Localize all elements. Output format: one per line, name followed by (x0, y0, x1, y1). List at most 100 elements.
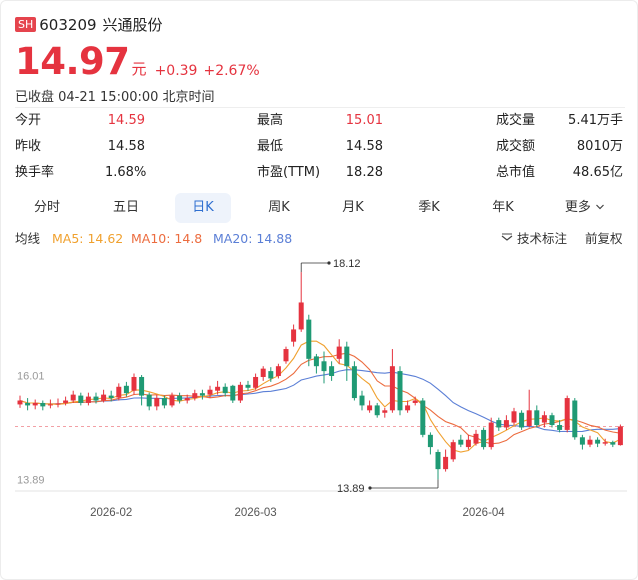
candle-body (222, 386, 228, 394)
candle (123, 381, 129, 397)
candle (275, 363, 281, 379)
stat-value: 1.68% (105, 165, 147, 180)
candle-body (78, 395, 84, 403)
stat-value: 18.28 (345, 165, 383, 180)
candlestick-chart[interactable]: 16.01 13.89 18.12 13.89 2026-02 2026-03 2026-0… (1, 251, 638, 531)
candle-body (230, 385, 236, 401)
candle (389, 349, 395, 413)
stock-name: 兴通股份 (102, 16, 163, 34)
current-price: 14.97 (15, 40, 130, 83)
stats-row: 今开 14.59 最高 15.01 成交量 5.41万手 (15, 111, 627, 137)
candle (329, 361, 335, 381)
candle-body (199, 393, 205, 396)
tab-daily-k[interactable]: 日K (175, 193, 231, 223)
tab-more-label: 更多 (564, 200, 591, 215)
stat-value: 5.41万手 (568, 113, 623, 128)
stat-label: 今开 (15, 113, 42, 128)
tab-weekly-k[interactable]: 周K (268, 200, 290, 215)
adjust-button[interactable]: 前复权 (585, 231, 623, 246)
candle-body (481, 429, 487, 448)
candle-body (70, 394, 76, 401)
max-pointer-dot (327, 261, 331, 265)
candle (321, 351, 327, 384)
candle (161, 395, 167, 409)
candle-body (465, 439, 471, 448)
candle (146, 392, 152, 411)
price-change-percent: +2.67% (203, 63, 260, 79)
candle (25, 398, 31, 411)
candle (511, 407, 517, 426)
candle (260, 366, 266, 381)
candle-body (367, 405, 373, 411)
candle (313, 353, 319, 374)
tab-minute[interactable]: 分时 (33, 200, 60, 215)
price-row: 14.97 元 +0.39 +2.67% (15, 43, 260, 81)
candle-body (123, 385, 129, 394)
candle (579, 434, 585, 450)
indicator-button[interactable]: 技术标注 (501, 229, 567, 249)
candle-body (427, 434, 433, 448)
candle (32, 399, 38, 410)
ma-label: 均线 (15, 231, 41, 246)
candle-body (93, 396, 99, 401)
candle-body (496, 420, 502, 428)
candle-body (564, 398, 570, 430)
candle-body (519, 412, 525, 428)
divider (15, 107, 625, 108)
candle (253, 373, 259, 390)
stat-label: 总市值 (496, 165, 536, 180)
tab-yearly-k[interactable]: 年K (492, 200, 514, 215)
candle (610, 440, 616, 448)
stat-label: 换手率 (15, 165, 55, 180)
tab-quarterly-k[interactable]: 季K (418, 200, 440, 215)
candle-body (215, 386, 221, 391)
candle-body (25, 402, 31, 406)
candle (55, 398, 61, 408)
candle-body (374, 405, 380, 416)
x-axis-label: 2026-02 (90, 507, 132, 519)
tab-five-day[interactable]: 五日 (112, 200, 139, 215)
candle (519, 410, 525, 430)
candle-body (412, 400, 418, 403)
candle (412, 396, 418, 406)
candle (435, 449, 441, 480)
stock-code: 603209 (39, 15, 97, 34)
min-pointer-dot (368, 486, 372, 490)
candle-body (321, 361, 327, 372)
candle-body (595, 439, 601, 444)
candle (306, 314, 312, 367)
candle (116, 383, 122, 401)
candle-body (443, 456, 449, 470)
chevron-down-icon (596, 204, 605, 210)
candle (443, 449, 449, 472)
stat-value: 14.58 (345, 139, 383, 154)
ma10-value: MA10: 14.8 (131, 231, 203, 246)
tab-monthly-k[interactable]: 月K (342, 200, 364, 215)
ma20-value: MA20: 14.88 (213, 231, 293, 246)
candle-body (245, 384, 251, 388)
candle-body (382, 410, 388, 413)
ma10-line (19, 352, 621, 445)
candle-body (55, 403, 61, 405)
candle-body (579, 437, 585, 445)
candle (101, 389, 107, 403)
stat-value: 15.01 (345, 113, 383, 128)
candle (367, 400, 373, 413)
candle (549, 412, 555, 428)
candle (602, 438, 608, 446)
candle-body (101, 394, 107, 401)
tab-more[interactable]: 更多 (559, 193, 611, 223)
x-axis-label: 2026-03 (234, 507, 276, 519)
candle-body (610, 442, 616, 445)
candle-body (534, 410, 540, 426)
stat-label: 成交额 (496, 139, 536, 154)
candle-body (139, 376, 145, 396)
candle-body (275, 366, 281, 376)
candle-body (268, 371, 274, 379)
candle-body (511, 411, 517, 423)
candle (344, 341, 350, 381)
candle-body (344, 346, 350, 367)
candle (283, 346, 289, 364)
candle (458, 434, 464, 448)
